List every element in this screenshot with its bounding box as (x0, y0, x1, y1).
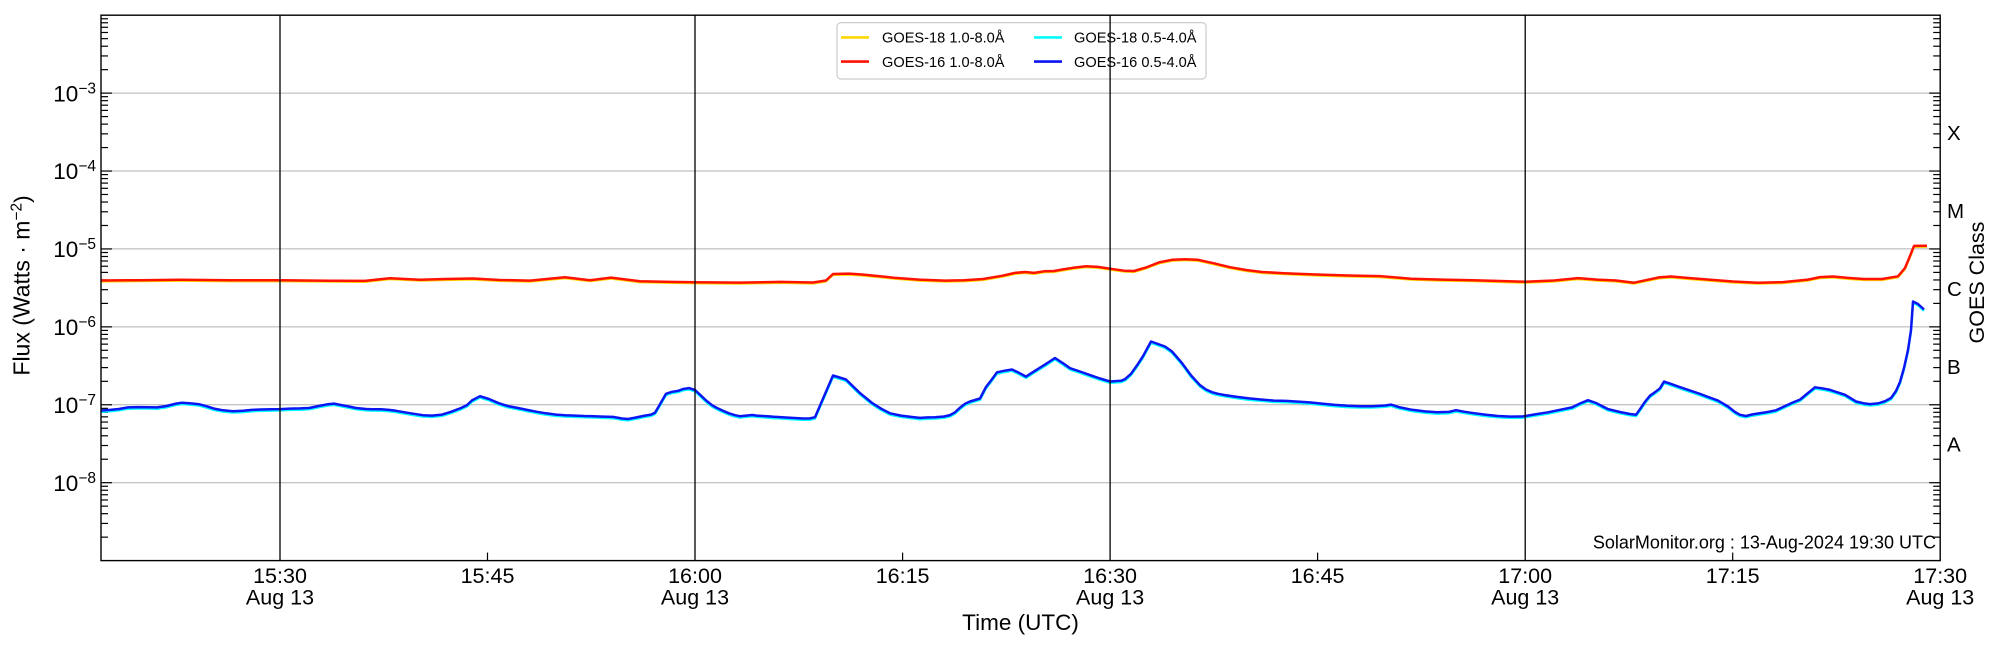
svg-text:15:30: 15:30 (253, 564, 307, 588)
svg-text:10−8: 10−8 (53, 470, 96, 496)
svg-text:10−3: 10−3 (53, 80, 96, 106)
svg-text:16:30: 16:30 (1083, 564, 1137, 588)
svg-text:GOES Class: GOES Class (1965, 222, 1989, 344)
svg-text:Aug 13: Aug 13 (1076, 586, 1144, 610)
svg-text:X: X (1947, 122, 1961, 145)
svg-text:GOES-18 1.0-8.0Å: GOES-18 1.0-8.0Å (882, 30, 1005, 47)
svg-text:17:00: 17:00 (1498, 564, 1552, 588)
svg-text:GOES-18 0.5-4.0Å: GOES-18 0.5-4.0Å (1074, 30, 1197, 47)
svg-text:Time (UTC): Time (UTC) (962, 610, 1079, 635)
svg-text:Aug 13: Aug 13 (661, 586, 729, 610)
svg-text:GOES-16 1.0-8.0Å: GOES-16 1.0-8.0Å (882, 54, 1005, 71)
svg-text:C: C (1947, 278, 1962, 301)
svg-text:A: A (1947, 434, 1961, 457)
svg-text:16:15: 16:15 (876, 564, 930, 588)
svg-text:Aug 13: Aug 13 (1491, 586, 1559, 610)
svg-text:16:00: 16:00 (668, 564, 722, 588)
svg-text:SolarMonitor.org : 13-Aug-2024: SolarMonitor.org : 13-Aug-2024 19:30 UTC (1593, 533, 1936, 553)
svg-text:GOES-16 0.5-4.0Å: GOES-16 0.5-4.0Å (1074, 54, 1197, 71)
svg-text:B: B (1947, 356, 1961, 379)
svg-text:Flux (Watts · m−2): Flux (Watts · m−2) (9, 195, 35, 375)
svg-text:Aug 13: Aug 13 (246, 586, 314, 610)
svg-text:17:30: 17:30 (1913, 564, 1967, 588)
svg-text:17:15: 17:15 (1706, 564, 1760, 588)
svg-text:15:45: 15:45 (461, 564, 515, 588)
svg-text:Aug 13: Aug 13 (1906, 586, 1974, 610)
svg-text:M: M (1947, 200, 1964, 223)
svg-text:16:45: 16:45 (1291, 564, 1345, 588)
